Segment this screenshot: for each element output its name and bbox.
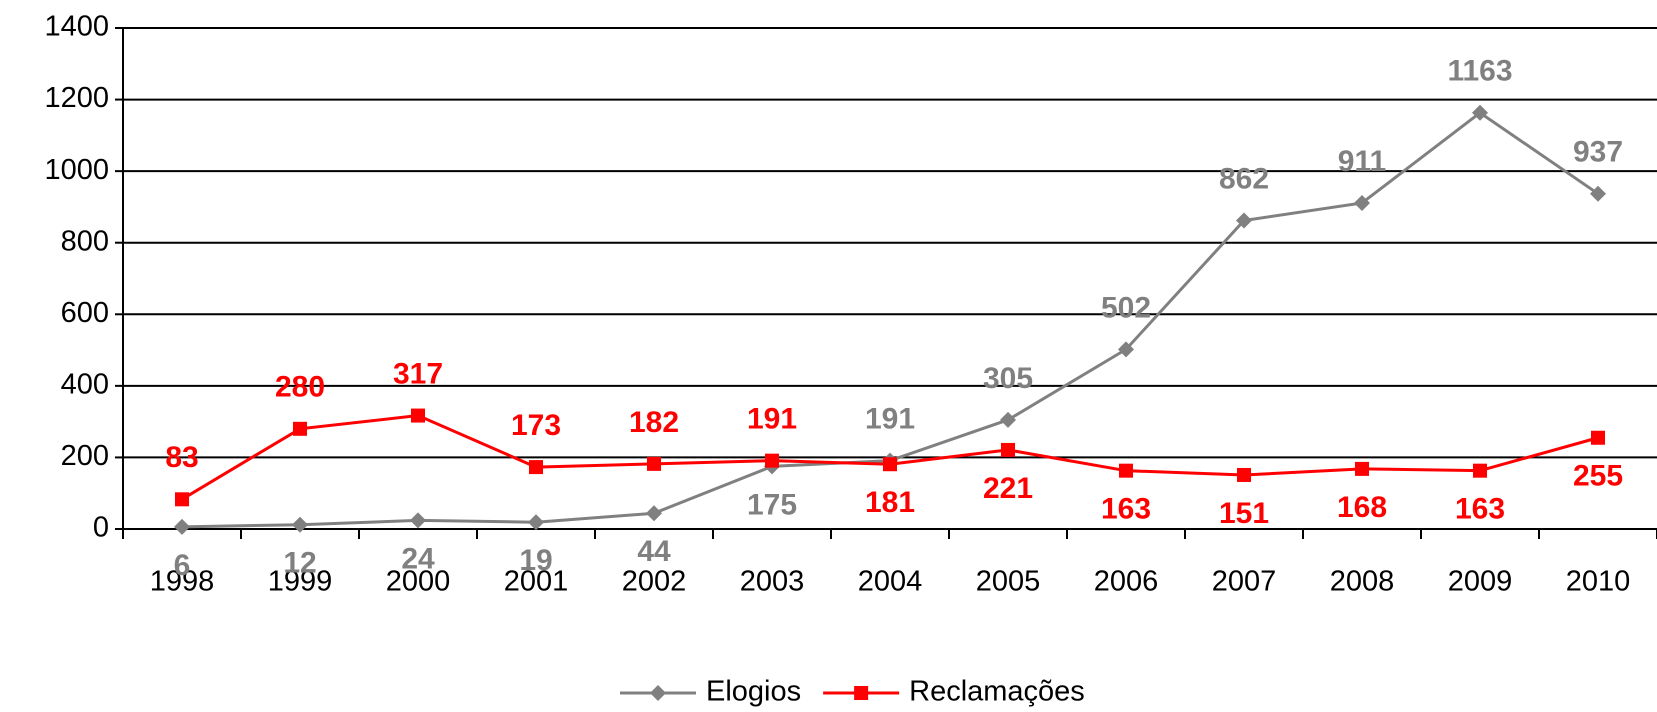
data-point [410,512,426,529]
x-tick-label: 1998 [150,566,215,598]
data-point [528,514,544,531]
data-point [1118,341,1134,358]
legend-label: Reclamações [909,676,1085,708]
data-label: 502 [1101,291,1151,324]
data-label: 317 [393,357,443,390]
x-tick-label: 2003 [740,566,805,598]
data-label: 19 [519,544,552,577]
data-point [1590,185,1606,202]
x-tick-label: 2006 [1094,566,1159,598]
data-label: 221 [983,472,1033,505]
x-tick-label: 2002 [622,566,687,598]
y-tick-label: 1200 [44,82,109,114]
data-label: 305 [983,362,1033,395]
data-point [1119,463,1133,478]
data-label: 862 [1219,162,1269,195]
data-label: 182 [629,406,679,439]
y-tick-label: 600 [61,297,109,329]
x-tick-label: 2001 [504,566,569,598]
data-point [529,460,543,475]
x-tick-label: 2007 [1212,566,1277,598]
data-point [765,453,779,468]
y-tick-label: 1000 [44,154,109,186]
data-point [1354,194,1370,211]
y-tick-label: 0 [93,512,109,544]
y-tick-label: 1400 [44,11,109,43]
data-label: 168 [1337,491,1387,524]
data-label: 151 [1219,497,1269,530]
data-label: 163 [1101,493,1151,526]
data-point [1000,411,1016,428]
x-tick-label: 2005 [976,566,1041,598]
data-point [1355,461,1369,476]
data-point [1472,104,1488,121]
y-tick-label: 400 [61,369,109,401]
data-label: 181 [865,486,915,519]
data-label: 83 [165,441,198,474]
data-point [646,505,662,522]
data-point [292,516,308,533]
data-point [293,421,307,436]
data-point [1237,467,1251,482]
x-tick-label: 2009 [1448,566,1513,598]
legend-label: Elogios [706,676,801,708]
data-label: 191 [865,403,915,436]
data-label: 255 [1573,460,1623,493]
x-tick-label: 1999 [268,566,333,598]
data-label: 175 [747,488,797,521]
data-point [647,456,661,471]
data-point [411,408,425,423]
legend-marker [650,685,666,701]
data-label: 1163 [1447,55,1512,88]
data-point [1236,212,1252,229]
data-point [174,518,190,535]
data-point [1001,442,1015,457]
data-label: 163 [1455,493,1505,526]
x-tick-label: 2010 [1566,566,1631,598]
x-tick-label: 2008 [1330,566,1395,598]
x-tick-label: 2000 [386,566,451,598]
data-label: 937 [1573,136,1623,169]
data-label: 6 [174,549,191,582]
data-point [1591,430,1605,445]
data-point [883,457,897,472]
data-label: 12 [283,547,316,580]
data-label: 24 [401,542,435,575]
data-label: 173 [511,409,561,442]
data-point [175,492,189,507]
data-point [1473,463,1487,478]
y-tick-label: 200 [61,440,109,472]
data-label: 911 [1338,145,1386,178]
data-label: 280 [275,371,325,404]
y-tick-label: 800 [61,225,109,257]
data-label: 191 [747,403,797,436]
legend-marker [854,686,869,700]
x-tick-label: 2004 [858,566,923,598]
data-label: 44 [637,535,671,568]
